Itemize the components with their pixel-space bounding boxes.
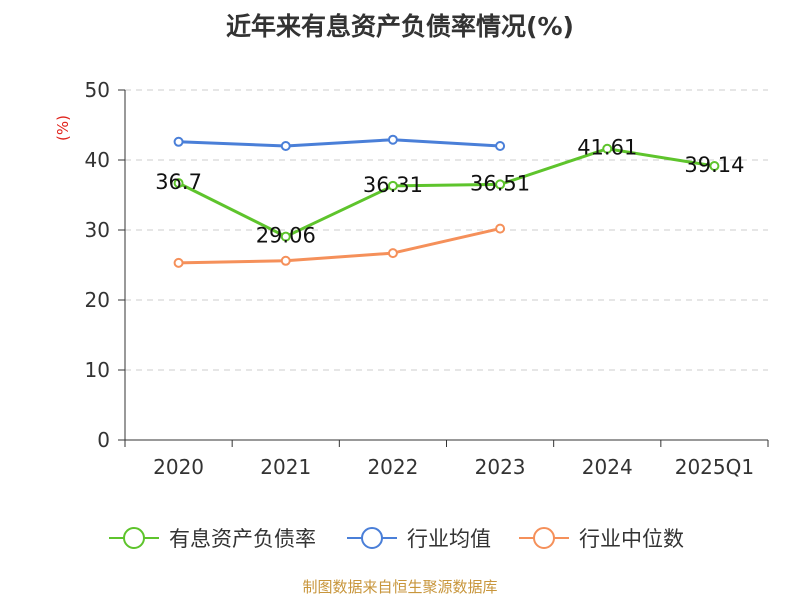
data-point: [173, 136, 184, 147]
series-line: [177, 147, 715, 239]
legend: 有息资产负债率 行业均值 行业中位数: [109, 527, 684, 551]
y-tick-label: 20: [85, 288, 110, 312]
series-lines: [177, 138, 715, 265]
x-tick-label: 2020: [153, 455, 204, 479]
data-label: 36.31: [363, 173, 423, 197]
legend-item: 行业均值: [347, 527, 491, 551]
data-point: [280, 231, 291, 242]
data-labels: 36.7 29.06 36.31 36.51 41.61 39.14: [155, 136, 744, 248]
data-point: [387, 180, 398, 191]
x-tick-label: 2021: [260, 455, 311, 479]
y-tick-label: 40: [85, 148, 110, 172]
data-point: [280, 141, 291, 151]
x-tick-label: 2024: [582, 455, 633, 479]
x-tick-label: 2023: [475, 455, 526, 479]
y-tick-label: 10: [85, 358, 110, 382]
legend-label: 行业中位数: [579, 527, 684, 551]
chart-title: 近年来有息资产负债率情况(%): [226, 12, 574, 41]
legend-swatch-marker: [123, 527, 145, 549]
series-line: [178, 227, 501, 265]
x-tick-label: 2025Q1: [675, 455, 754, 479]
legend-swatch-marker: [361, 527, 383, 549]
data-point: [602, 143, 613, 154]
legend-label: 行业均值: [407, 527, 491, 551]
data-point: [387, 134, 398, 145]
data-label: 36.7: [155, 170, 202, 194]
axes: 0 10 20 30 40 50 2020 2021 2022 2023 2024 2025Q1: [85, 78, 769, 479]
legend-item: 有息资产负债率: [109, 527, 316, 551]
y-tick-label: 30: [85, 218, 110, 242]
data-point: [709, 161, 720, 172]
x-tick-label: 2022: [367, 455, 418, 479]
legend-swatch-marker: [533, 527, 555, 549]
data-label: 41.61: [577, 136, 637, 160]
data-label: 36.51: [470, 171, 530, 195]
data-point: [387, 248, 398, 259]
y-axis-unit-label: (%): [54, 115, 72, 141]
data-point: [280, 255, 291, 266]
legend-label: 有息资产负债率: [169, 527, 316, 551]
y-tick-label: 50: [85, 78, 110, 102]
data-label: 29.06: [256, 224, 316, 248]
data-point: [173, 178, 184, 189]
data-point: [495, 223, 506, 234]
data-point: [495, 141, 506, 151]
y-tick-label: 0: [97, 428, 110, 452]
data-point: [495, 179, 506, 190]
data-label: 39.14: [684, 153, 744, 177]
series-line: [178, 138, 501, 148]
source-note: 制图数据来自恒生聚源数据库: [302, 578, 497, 596]
grid-lines: [125, 89, 768, 371]
data-point: [173, 257, 184, 268]
series-points: [173, 134, 720, 268]
legend-item: 行业中位数: [519, 527, 684, 551]
